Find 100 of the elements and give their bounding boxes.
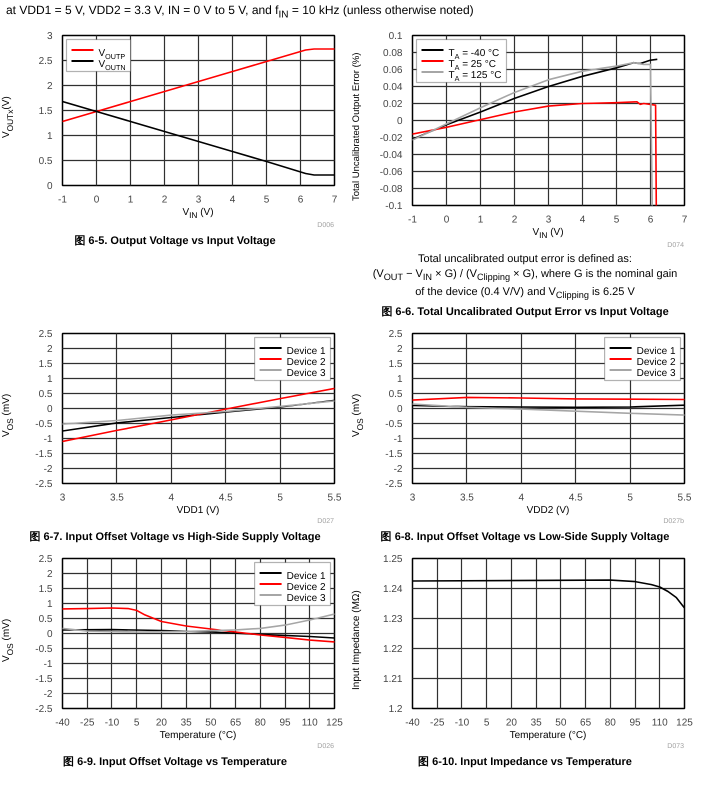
x-tick-label: 5 — [484, 717, 490, 728]
x-axis-title: V$_{IN}$ (V) — [181, 206, 215, 221]
line-series — [412, 62, 653, 206]
text: 图 6-5. Output Voltage vs Input Voltage — [74, 234, 276, 249]
y-tick-label: -2.5 — [35, 478, 53, 490]
x-tick-label: 4 — [580, 214, 586, 226]
legend-label: Device 3 — [636, 368, 676, 379]
line-series — [62, 400, 334, 425]
x-tick-label: -1 — [408, 214, 418, 226]
x-tick-label: 5.5 — [328, 492, 342, 504]
y-tick-label: -2.5 — [35, 704, 53, 715]
x-tick-label: -40 — [405, 717, 420, 728]
y-tick-label: 1.5 — [38, 358, 53, 370]
text: 图 6-9. Input Offset Voltage vs Temperature — [63, 754, 287, 770]
x-tick-label: 3 — [60, 492, 66, 504]
y-tick-label: 0 — [46, 180, 53, 192]
x-tick-label: 6 — [298, 194, 304, 206]
x-tick-label: 110 — [652, 717, 668, 728]
y-tick-label: 0 — [396, 404, 403, 415]
y-tick-label: -0.5 — [35, 418, 53, 430]
legend-label: Device 1 — [286, 346, 326, 357]
x-tick-label: 5 — [277, 492, 284, 504]
x-tick-label: -10 — [454, 717, 470, 728]
x-tick-label: 0 — [444, 214, 450, 226]
y-tick-label: 1 — [46, 374, 53, 385]
legend-label: Device 1 — [286, 570, 326, 582]
x-tick-label: 35 — [530, 717, 542, 728]
line-series — [412, 100, 658, 206]
y-tick-label: 1.22 — [383, 644, 403, 655]
x-tick-label: 20 — [506, 717, 518, 728]
x-tick-label: 3 — [410, 492, 416, 504]
x-tick-label: 4 — [168, 492, 175, 504]
y-tick-label: 1 — [46, 130, 53, 142]
y-tick-label: 0.06 — [383, 64, 403, 76]
y-tick-label: 1.23 — [383, 614, 403, 625]
y-tick-label: 0.5 — [38, 156, 53, 167]
y-tick-label: -2.5 — [385, 478, 403, 490]
y-tick-label: 1.24 — [383, 584, 403, 595]
x-tick-label: 2 — [162, 194, 168, 206]
x-axis-title: V$_{IN}$ (V) — [531, 226, 565, 241]
y-tick-label: 1 — [396, 374, 403, 385]
y-tick-label: 0 — [46, 404, 53, 415]
x-tick-label: 5.5 — [678, 492, 692, 504]
text: 图 6-7. Input Offset Voltage vs High-Side Supply Voltage — [29, 530, 321, 546]
x-tick-label: 50 — [555, 717, 567, 728]
legend-label: Device 2 — [286, 356, 326, 368]
x-tick-label: 35 — [180, 717, 192, 728]
legend-label: Device 1 — [636, 346, 676, 357]
legend-label: Device 2 — [636, 356, 676, 368]
x-tick-label: 65 — [230, 717, 242, 728]
x-tick-label: 3 — [546, 214, 552, 226]
x-tick-label: 7 — [682, 214, 688, 226]
text: 图 6-8. Input Offset Voltage vs Low-Side Supply Voltage — [380, 530, 670, 546]
x-tick-label: -10 — [104, 717, 120, 728]
line-series — [62, 48, 334, 122]
y-tick-label: -1 — [394, 434, 403, 445]
y-tick-label: 1.2 — [388, 704, 403, 715]
y-tick-label: -0.02 — [380, 132, 403, 144]
y-tick-label: 1.21 — [383, 674, 403, 685]
x-tick-label: 2 — [512, 214, 518, 226]
x-tick-label: 6 — [648, 214, 654, 226]
x-tick-label: 65 — [580, 717, 592, 728]
x-tick-label: 5 — [614, 214, 620, 226]
x-tick-label: 5 — [627, 492, 634, 504]
y-tick-label: 2.5 — [38, 56, 53, 67]
y-tick-label: -1 — [44, 434, 53, 445]
y-tick-label: 3 — [46, 30, 53, 42]
x-tick-label: -1 — [58, 194, 68, 206]
x-axis-title: Temperature (°C) — [508, 730, 588, 742]
y-tick-label: 1 — [46, 598, 53, 610]
y-tick-label: -1.5 — [385, 448, 403, 460]
x-tick-label: 4 — [518, 492, 525, 504]
y-tick-label: 2.5 — [38, 328, 53, 340]
x-tick-label: 5 — [134, 717, 140, 728]
x-tick-label: 3.5 — [110, 492, 124, 504]
x-axis-title: VDD1 (V) — [176, 504, 220, 517]
x-tick-label: 1 — [478, 214, 484, 226]
text: (V$_{OUT}$ − V$_{IN}$ × G) / (V$_{Clipping}$ × G), where G is the nominal gain — [372, 268, 678, 282]
x-tick-label: 80 — [604, 717, 616, 728]
x-tick-label: 125 — [676, 717, 694, 728]
text: 图 6-6. Total Uncalibrated Output Error vs Input Voltage — [381, 305, 669, 320]
y-tick-label: -2 — [44, 464, 53, 475]
y-tick-label: 2 — [46, 568, 53, 580]
y-tick-label: 2 — [46, 80, 53, 92]
line-series — [62, 606, 334, 642]
x-tick-label: 3.5 — [460, 492, 474, 504]
x-tick-label: 20 — [156, 717, 168, 728]
x-tick-label: 1 — [128, 194, 134, 206]
y-tick-label: -2 — [394, 464, 403, 475]
x-tick-label: 3 — [196, 194, 202, 206]
y-tick-label: 1.5 — [38, 106, 53, 117]
legend-label: Device 2 — [286, 582, 326, 593]
y-axis-title: Input Impedance (MΩ) — [350, 590, 363, 690]
y-tick-label: -0.5 — [385, 418, 403, 430]
y-tick-label: 1.5 — [388, 358, 403, 370]
x-tick-label: 80 — [254, 717, 266, 728]
y-tick-label: 0.1 — [388, 30, 403, 42]
y-tick-label: -0.08 — [380, 184, 403, 195]
line-series — [62, 387, 334, 442]
x-tick-label: 50 — [205, 717, 217, 728]
